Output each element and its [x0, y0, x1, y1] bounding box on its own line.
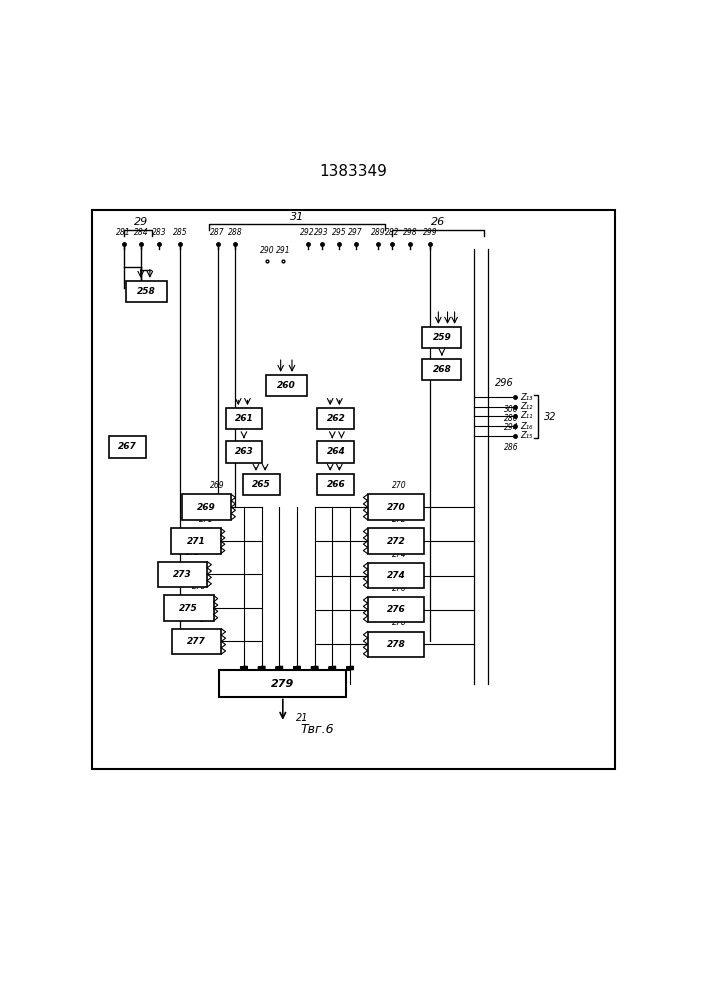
Text: 282: 282 — [385, 228, 399, 237]
Bar — [158, 562, 207, 587]
Text: 295: 295 — [332, 228, 346, 237]
Bar — [368, 563, 424, 588]
Text: 274: 274 — [387, 571, 405, 580]
Text: 285: 285 — [173, 228, 187, 237]
Text: 299: 299 — [423, 228, 437, 237]
Text: 280: 280 — [504, 414, 518, 423]
Text: 272: 272 — [387, 537, 405, 546]
Text: 1383349: 1383349 — [320, 164, 387, 179]
Text: 276: 276 — [392, 584, 407, 593]
Text: 26: 26 — [431, 217, 445, 227]
Bar — [171, 528, 221, 554]
Text: 269: 269 — [197, 503, 216, 512]
Text: 258: 258 — [137, 287, 156, 296]
Text: 259: 259 — [433, 333, 451, 342]
Bar — [317, 474, 354, 495]
Text: 297: 297 — [349, 228, 363, 237]
Text: 265: 265 — [252, 480, 271, 489]
Text: 274: 274 — [392, 550, 407, 559]
Text: 261: 261 — [235, 414, 253, 423]
Bar — [164, 595, 214, 621]
Text: 279: 279 — [271, 679, 294, 689]
Text: 32: 32 — [544, 412, 556, 422]
Text: 284: 284 — [134, 228, 148, 237]
Text: 275: 275 — [192, 582, 207, 591]
Text: 264: 264 — [327, 447, 345, 456]
Bar — [422, 327, 461, 348]
Text: 273: 273 — [173, 570, 192, 579]
Bar — [368, 597, 424, 622]
Text: 272: 272 — [392, 515, 407, 524]
Text: 267: 267 — [118, 442, 136, 451]
Text: 278: 278 — [387, 640, 405, 649]
Text: 296: 296 — [495, 378, 514, 388]
Text: 266: 266 — [327, 480, 345, 489]
Bar — [182, 494, 231, 520]
Bar — [422, 359, 461, 380]
Text: Τвг.6: Τвг.6 — [300, 723, 334, 736]
Text: 293: 293 — [315, 228, 329, 237]
Text: 263: 263 — [235, 447, 253, 456]
Text: 298: 298 — [403, 228, 417, 237]
Bar — [266, 375, 307, 396]
Text: 269: 269 — [210, 481, 225, 490]
Text: 271: 271 — [187, 537, 205, 546]
Text: Z₁₆: Z₁₆ — [520, 422, 533, 431]
Text: 31: 31 — [290, 212, 304, 222]
Bar — [317, 408, 354, 429]
Bar — [126, 281, 167, 302]
Bar — [92, 210, 615, 769]
Text: 268: 268 — [433, 365, 451, 374]
Text: Z₁₁: Z₁₁ — [520, 411, 533, 420]
Bar — [317, 441, 354, 463]
Text: Z₁₅: Z₁₅ — [520, 431, 533, 440]
Text: 278: 278 — [392, 618, 407, 627]
Bar — [172, 629, 221, 654]
Text: 300: 300 — [504, 405, 518, 414]
Bar — [226, 408, 262, 429]
Text: 260: 260 — [277, 381, 296, 390]
Text: 271: 271 — [199, 515, 214, 524]
Text: 291: 291 — [276, 246, 290, 255]
Text: 294: 294 — [504, 423, 518, 432]
Text: 292: 292 — [300, 228, 315, 237]
Text: 29: 29 — [134, 217, 148, 227]
Text: 270: 270 — [402, 495, 416, 504]
Text: 281: 281 — [117, 228, 131, 237]
Bar — [219, 670, 346, 697]
Text: 289: 289 — [371, 228, 385, 237]
Text: 273: 273 — [186, 548, 201, 557]
Text: 288: 288 — [228, 228, 243, 237]
Text: 290: 290 — [260, 246, 274, 255]
Text: Z₁₃: Z₁₃ — [520, 393, 533, 402]
Bar — [368, 494, 424, 520]
Text: 270: 270 — [387, 503, 405, 512]
Text: 277: 277 — [200, 615, 215, 624]
Text: 270: 270 — [392, 481, 407, 490]
Text: 21: 21 — [296, 713, 308, 723]
Text: 277: 277 — [187, 637, 206, 646]
Bar — [243, 474, 280, 495]
Text: Z₁₂: Z₁₂ — [520, 402, 533, 411]
Bar — [226, 441, 262, 463]
Bar — [368, 632, 424, 657]
Text: 276: 276 — [387, 605, 405, 614]
Text: 287: 287 — [211, 228, 225, 237]
Text: 286: 286 — [504, 443, 518, 452]
Text: 283: 283 — [152, 228, 166, 237]
Text: 275: 275 — [180, 604, 198, 613]
Bar — [109, 436, 146, 458]
Bar — [368, 528, 424, 554]
Text: 262: 262 — [327, 414, 345, 423]
